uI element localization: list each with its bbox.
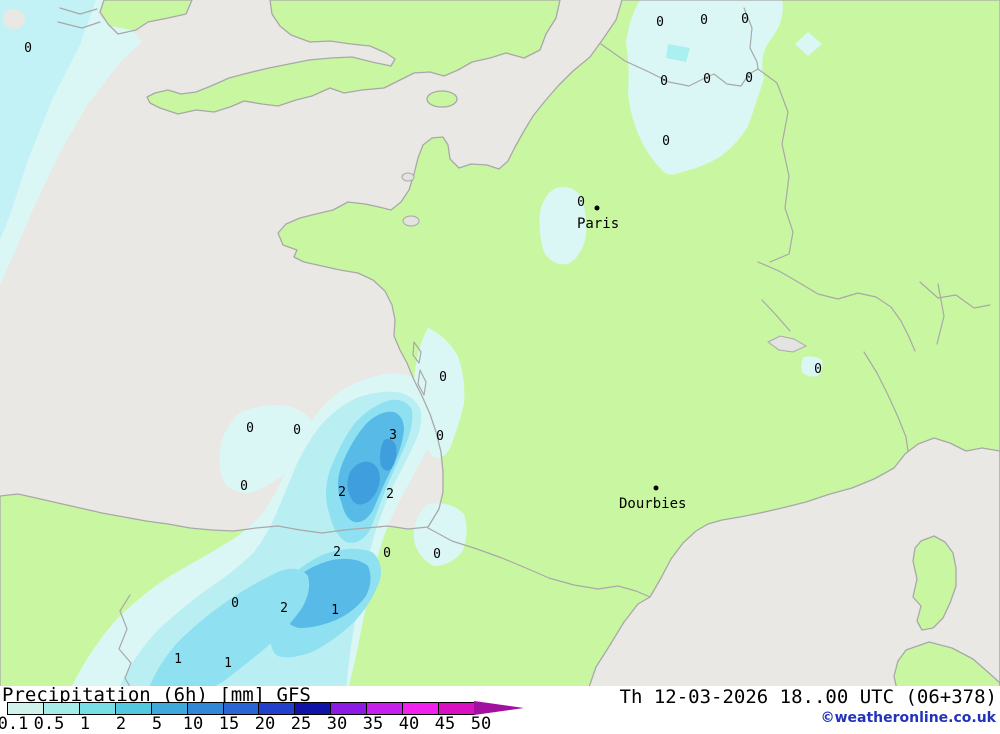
lake-geneva — [767, 335, 808, 353]
border-germany-france — [769, 82, 794, 263]
scale-tick-label: 5 — [151, 714, 163, 734]
scale-tick-label: 2 — [115, 714, 127, 734]
precip-value-label: 0 — [439, 370, 447, 385]
scale-swatch-0.1 — [8, 703, 44, 714]
scale-tick-label: 35 — [362, 714, 384, 734]
precip-value-label: 0 — [741, 12, 749, 27]
border-italy — [863, 351, 909, 452]
precip-value-label: 0 — [436, 429, 444, 444]
irish-coast-squiggle-2 — [57, 21, 101, 29]
precip-value-label: 0 — [660, 74, 668, 89]
irish-coast-squiggle-1 — [59, 7, 98, 15]
scale-swatch-15 — [223, 703, 260, 714]
precip-value-label: 0 — [577, 195, 585, 210]
city-label-paris: Paris — [577, 216, 619, 232]
precipitation-overlays — [0, 0, 823, 693]
precip-band-bottom — [148, 568, 310, 690]
precip-value-label: 0 — [700, 13, 708, 28]
precip-value-label: 0 — [24, 41, 32, 56]
precip-value-label: 3 — [389, 428, 397, 443]
scale-tick-label: 45 — [434, 714, 456, 734]
border-switzerland — [757, 261, 916, 352]
scale-tick-label: 20 — [254, 714, 276, 734]
precip-value-label: 2 — [386, 487, 394, 502]
country-borders — [57, 7, 991, 691]
border-netherlands — [743, 7, 759, 70]
islet-oleron — [417, 369, 427, 396]
precip-blob-alps — [801, 356, 823, 377]
scale-tick-label: 0.5 — [33, 714, 65, 734]
precip-value-label: 0 — [662, 134, 670, 149]
precip-value-label: 0 — [703, 72, 711, 87]
precip-blob-atlantic-nw-bright — [0, 0, 96, 240]
precip-value-label: 0 — [814, 362, 822, 377]
copyright-link[interactable]: ©weatheronline.co.uk — [820, 710, 996, 726]
model-run-info: Th 12-03-2026 18..00 UTC (06+378) — [619, 686, 998, 708]
channel-island-jersey — [402, 215, 420, 227]
precip-value-label: 0 — [383, 546, 391, 561]
precip-diamond — [795, 32, 822, 56]
precip-blob-biscay-west — [219, 405, 316, 493]
precip-hole — [3, 9, 25, 29]
precip-value-label: 0 — [246, 421, 254, 436]
city-label-dourbies: Dourbies — [619, 496, 686, 512]
border-spain-region — [118, 594, 133, 691]
legend-title: Precipitation (6h) [mm] GFS — [2, 684, 311, 706]
scale-tick-label: 15 — [218, 714, 240, 734]
precip-value-label: 0 — [433, 547, 441, 562]
scale-swatch-1 — [79, 703, 116, 714]
islet-re — [412, 341, 422, 364]
precip-blob-paris — [539, 187, 587, 265]
precip-value-label: 2 — [333, 545, 341, 560]
precip-value-label: 1 — [331, 603, 339, 618]
city-marker-paris — [594, 205, 600, 211]
scale-swatch-40 — [403, 703, 440, 714]
scale-swatch-45 — [439, 703, 474, 714]
precip-value-label: 0 — [656, 15, 664, 30]
scale-tick-label: 40 — [398, 714, 420, 734]
border-switzerland-inner — [761, 299, 791, 332]
precip-value-label: 0 — [231, 596, 239, 611]
precip-value-labels: 0 0 0 0 0 0 0 0 0 0 0 0 0 3 0 0 2 2 2 0 0 0 2 1 1 1 — [24, 12, 822, 671]
scale-swatch-25 — [295, 703, 332, 714]
scale-swatch-30 — [331, 703, 368, 714]
scale-swatch-5 — [151, 703, 188, 714]
color-scale-arrow — [474, 701, 524, 715]
city-labels: Paris Dourbies — [577, 205, 686, 512]
scale-tick-label: 1 — [79, 714, 91, 734]
precip-value-label: 0 — [745, 71, 753, 86]
scale-swatch-2 — [115, 703, 152, 714]
precip-value-label: 2 — [280, 601, 288, 616]
color-scale-bar — [7, 702, 475, 715]
precip-value-label: 1 — [224, 656, 232, 671]
precip-value-label: 0 — [240, 479, 248, 494]
scale-tick-label: 10 — [182, 714, 204, 734]
border-pyrenees — [427, 527, 651, 598]
scale-swatch-35 — [367, 703, 404, 714]
precip-core-spot-small — [380, 438, 397, 471]
scale-tick-label: 0.1 — [0, 714, 29, 734]
precip-blob-belgium — [626, 0, 783, 175]
precip-spot-belgium — [666, 44, 690, 62]
precip-value-label: 0 — [293, 423, 301, 438]
precip-core-spot-large — [347, 461, 380, 505]
scale-swatch-20 — [259, 703, 296, 714]
precipitation-map: 0 0 0 0 0 0 0 0 0 0 0 0 0 3 0 0 2 2 2 0 0 0 2 1 1 1 Paris Dourbies — [0, 0, 1000, 693]
city-marker-dourbies — [653, 485, 659, 491]
precip-value-label: 1 — [174, 652, 182, 667]
border-germany-east — [919, 281, 991, 309]
isle-of-wight — [427, 91, 457, 107]
scale-swatch-0.5 — [43, 703, 80, 714]
precip-value-label: 2 — [338, 485, 346, 500]
scale-swatch-10 — [187, 703, 224, 714]
coastline-isle-of-wight — [426, 90, 458, 108]
channel-island-guernsey — [401, 172, 415, 182]
scale-tick-label: 30 — [326, 714, 348, 734]
scale-tick-label: 25 — [290, 714, 312, 734]
scale-tick-label: 50 — [470, 714, 492, 734]
border-germany-east-2 — [936, 283, 945, 345]
